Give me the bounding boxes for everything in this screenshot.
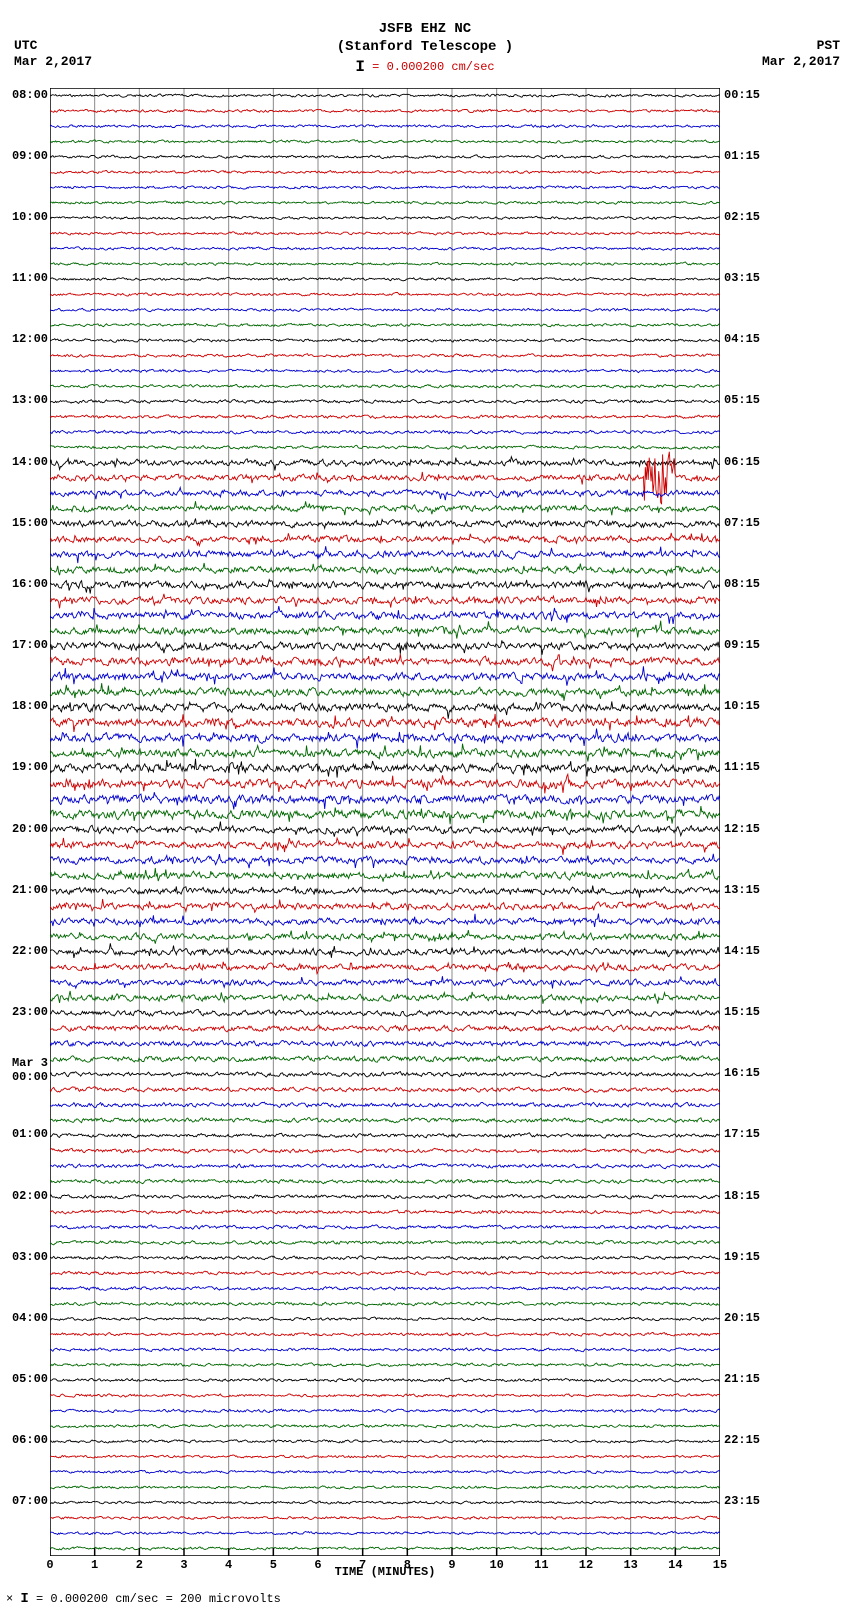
pst-hour-label: 14:15 xyxy=(724,944,760,958)
pst-hour-label: 15:15 xyxy=(724,1005,760,1019)
utc-hour-label: 11:00 xyxy=(4,271,48,285)
pst-hour-label: 07:15 xyxy=(724,516,760,530)
pst-hour-label: 13:15 xyxy=(724,883,760,897)
utc-hour-label: 18:00 xyxy=(4,699,48,713)
pst-hour-label: 22:15 xyxy=(724,1433,760,1447)
footer-bar-icon: I xyxy=(20,1591,28,1607)
left-date: Mar 2,2017 xyxy=(14,54,92,70)
utc-hour-label: 21:00 xyxy=(4,883,48,897)
seismogram-page: UTC Mar 2,2017 PST Mar 2,2017 JSFB EHZ N… xyxy=(0,0,850,1613)
scale-text: = 0.000200 cm/sec xyxy=(365,61,495,75)
pst-hour-label: 09:15 xyxy=(724,638,760,652)
pst-hour-label: 04:15 xyxy=(724,332,760,346)
utc-hour-label: 02:00 xyxy=(4,1189,48,1203)
scale-bar-icon: I xyxy=(355,58,365,76)
top-right-label: PST Mar 2,2017 xyxy=(762,38,840,69)
pst-hour-label: 10:15 xyxy=(724,699,760,713)
footer-scale: × I = 0.000200 cm/sec = 200 microvolts xyxy=(6,1591,281,1607)
utc-hour-label: 16:00 xyxy=(4,577,48,591)
pst-hour-label: 02:15 xyxy=(724,210,760,224)
pst-hour-label: 06:15 xyxy=(724,455,760,469)
utc-hour-label: 04:00 xyxy=(4,1311,48,1325)
utc-hour-label: 07:00 xyxy=(4,1494,48,1508)
x-axis-title: TIME (MINUTES) xyxy=(50,1565,720,1579)
utc-hour-label: 12:00 xyxy=(4,332,48,346)
right-date: Mar 2,2017 xyxy=(762,54,840,70)
pst-hour-label: 17:15 xyxy=(724,1127,760,1141)
utc-hour-label: 14:00 xyxy=(4,455,48,469)
pst-hour-label: 23:15 xyxy=(724,1494,760,1508)
utc-hour-label: 06:00 xyxy=(4,1433,48,1447)
title-line-1: JSFB EHZ NC xyxy=(0,20,850,38)
utc-hour-label: 01:00 xyxy=(4,1127,48,1141)
utc-hour-label: 03:00 xyxy=(4,1250,48,1264)
utc-hour-label: 15:00 xyxy=(4,516,48,530)
pst-hour-label: 21:15 xyxy=(724,1372,760,1386)
utc-hour-label: 09:00 xyxy=(4,149,48,163)
pst-hour-label: 00:15 xyxy=(724,88,760,102)
utc-hour-label: 05:00 xyxy=(4,1372,48,1386)
pst-hour-label: 12:15 xyxy=(724,822,760,836)
top-left-label: UTC Mar 2,2017 xyxy=(14,38,92,69)
title-line-2: (Stanford Telescope ) xyxy=(0,38,850,56)
left-timezone: UTC xyxy=(14,38,92,54)
footer-marker-icon: × xyxy=(6,1592,13,1606)
scale-caption: I = 0.000200 cm/sec xyxy=(0,58,850,76)
pst-hour-label: 03:15 xyxy=(724,271,760,285)
utc-hour-label: 20:00 xyxy=(4,822,48,836)
pst-hour-label: 05:15 xyxy=(724,393,760,407)
utc-hour-label: Mar 300:00 xyxy=(4,1056,48,1084)
utc-hour-label: 22:00 xyxy=(4,944,48,958)
utc-hour-label: 10:00 xyxy=(4,210,48,224)
pst-hour-label: 11:15 xyxy=(724,760,760,774)
pst-hour-label: 19:15 xyxy=(724,1250,760,1264)
utc-hour-label: 13:00 xyxy=(4,393,48,407)
right-timezone: PST xyxy=(762,38,840,54)
utc-hour-label: 08:00 xyxy=(4,88,48,102)
pst-hour-label: 18:15 xyxy=(724,1189,760,1203)
footer-text: = 0.000200 cm/sec = 200 microvolts xyxy=(29,1592,281,1606)
utc-hour-label: 17:00 xyxy=(4,638,48,652)
pst-hour-label: 20:15 xyxy=(724,1311,760,1325)
pst-hour-label: 08:15 xyxy=(724,577,760,591)
utc-hour-label: 19:00 xyxy=(4,760,48,774)
chart-title: JSFB EHZ NC (Stanford Telescope ) xyxy=(0,0,850,56)
seismogram-plot xyxy=(50,88,720,1556)
pst-hour-label: 16:15 xyxy=(724,1066,760,1080)
utc-hour-label: 23:00 xyxy=(4,1005,48,1019)
pst-hour-label: 01:15 xyxy=(724,149,760,163)
